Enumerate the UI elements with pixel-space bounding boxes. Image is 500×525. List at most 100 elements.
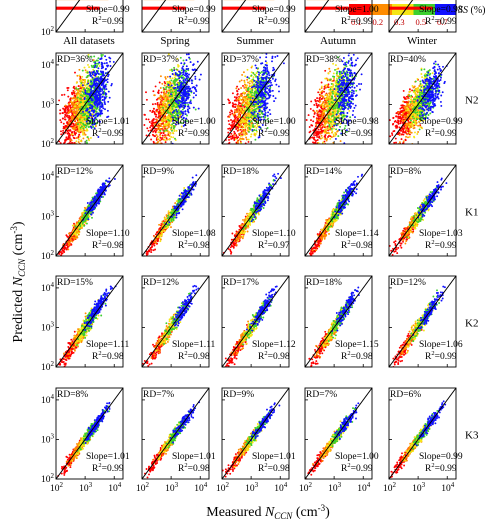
data-point: [252, 125, 254, 128]
data-point: [266, 97, 269, 100]
data-point: [192, 106, 195, 109]
data-point: [83, 124, 86, 127]
data-point: [173, 130, 176, 133]
data-point: [170, 120, 173, 122]
legend-label-0.7: 0.7: [437, 17, 448, 27]
data-point: [92, 96, 95, 99]
data-point: [73, 109, 76, 112]
data-point: [85, 87, 88, 90]
data-point: [65, 144, 67, 146]
data-point: [252, 103, 255, 106]
data-point: [170, 79, 173, 82]
data-point: [245, 116, 248, 119]
data-point: [257, 79, 260, 81]
data-point: [184, 88, 187, 91]
data-point: [91, 99, 94, 102]
data-point: [86, 107, 89, 110]
data-point: [240, 124, 243, 127]
data-point: [251, 129, 254, 131]
data-point: [269, 90, 272, 93]
data-point: [312, 115, 315, 118]
data-point: [97, 103, 100, 106]
data-point: [231, 121, 234, 124]
data-point: [66, 124, 69, 127]
data-point: [78, 131, 81, 134]
data-point: [242, 97, 245, 100]
data-point: [164, 141, 167, 144]
data-point: [245, 136, 248, 139]
data-point: [82, 133, 85, 136]
data-point: [169, 124, 172, 127]
data-point: [183, 107, 186, 109]
data-point: [97, 57, 100, 60]
data-point: [247, 140, 250, 143]
data-point: [102, 74, 105, 77]
data-point: [312, 141, 314, 144]
data-point: [168, 134, 171, 137]
data-point: [250, 71, 253, 74]
data-point: [235, 97, 238, 100]
data-point: [241, 104, 244, 107]
data-point: [84, 89, 87, 92]
data-point: [257, 103, 260, 105]
data-point: [152, 130, 155, 133]
data-point: [159, 87, 162, 89]
data-point: [268, 96, 271, 99]
data-point: [71, 93, 74, 96]
data-point: [323, 107, 326, 110]
data-point: [90, 117, 93, 120]
data-point: [198, 78, 201, 81]
data-point: [97, 67, 100, 70]
data-point: [99, 94, 102, 96]
data-point: [64, 131, 67, 134]
data-point: [178, 116, 181, 119]
data-point: [81, 84, 84, 87]
data-point: [86, 122, 89, 125]
data-point: [90, 74, 92, 77]
one-to-one-line: [55, 0, 81, 33]
data-point: [320, 134, 323, 137]
data-point: [277, 85, 280, 88]
data-point: [241, 101, 244, 104]
data-point: [261, 96, 264, 99]
data-point: [185, 117, 188, 120]
data-point: [251, 91, 254, 94]
data-point: [338, 121, 341, 123]
data-point: [86, 71, 89, 74]
data-point: [62, 127, 65, 130]
data-point: [187, 87, 190, 90]
data-point: [318, 113, 321, 116]
data-point: [106, 81, 109, 84]
data-point: [168, 138, 171, 141]
data-point: [253, 94, 256, 97]
data-point: [84, 106, 87, 109]
data-point: [182, 77, 185, 80]
data-point: [188, 107, 191, 110]
data-point: [178, 79, 181, 82]
data-point: [151, 124, 154, 127]
data-point: [262, 104, 264, 107]
data-point: [255, 130, 258, 133]
data-point: [247, 108, 250, 111]
data-point: [255, 91, 258, 94]
data-point: [92, 101, 95, 104]
data-point: [93, 66, 96, 69]
data-point: [107, 75, 109, 78]
data-point: [332, 133, 335, 136]
data-point: [189, 87, 192, 90]
data-point: [90, 109, 93, 112]
data-point: [104, 85, 107, 88]
data-point: [239, 137, 242, 140]
data-point: [247, 129, 250, 132]
one-to-one-line: [221, 52, 290, 145]
data-point: [255, 110, 258, 113]
data-point: [186, 101, 188, 104]
legend-label-0.3: 0.3: [394, 17, 405, 27]
data-point: [253, 85, 256, 88]
data-point: [85, 76, 88, 79]
data-point: [160, 91, 163, 94]
data-point: [337, 67, 340, 70]
data-point: [264, 102, 267, 105]
